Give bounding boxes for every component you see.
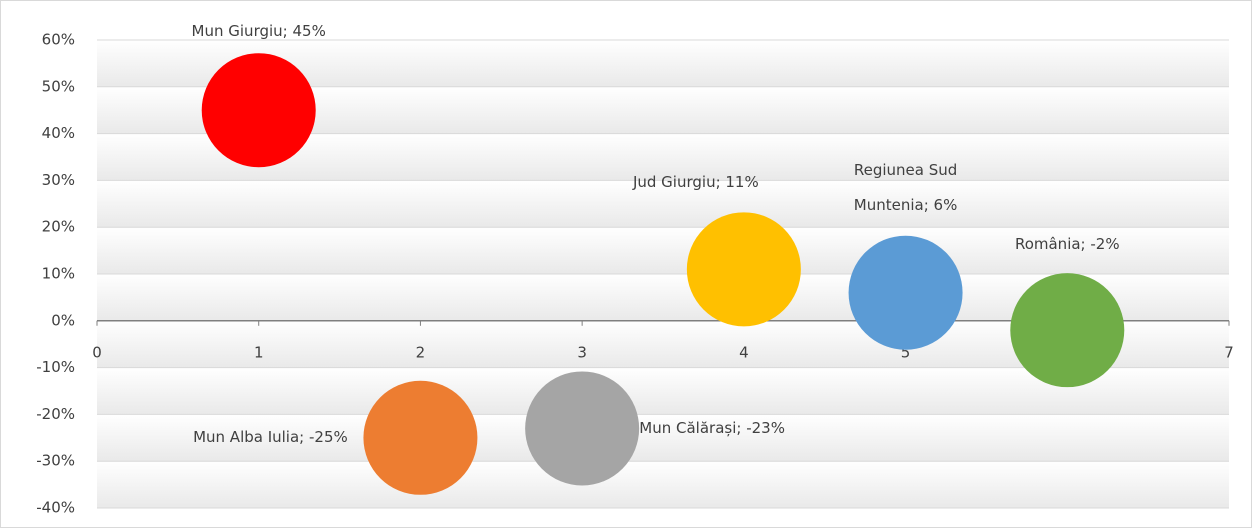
bubble xyxy=(363,380,478,495)
y-tick-label: -30% xyxy=(36,452,75,470)
x-tick-label: 5 xyxy=(901,343,911,361)
y-tick-label: 20% xyxy=(42,218,75,236)
y-tick-label: 60% xyxy=(42,31,75,49)
x-tick-label: 4 xyxy=(739,343,749,361)
y-tick-label: 40% xyxy=(42,124,75,142)
plot-band xyxy=(97,227,1229,274)
y-tick-label: 30% xyxy=(42,171,75,189)
x-tick-label: 1 xyxy=(254,343,264,361)
plot-band xyxy=(97,414,1229,462)
bubble xyxy=(1010,273,1125,388)
x-tick-label: 0 xyxy=(92,343,102,361)
data-label: Mun Giurgiu; 45% xyxy=(191,21,326,40)
y-tick-label: 50% xyxy=(42,77,75,95)
data-label: Mun Călărași; -23% xyxy=(639,418,785,437)
plot-band xyxy=(97,180,1229,228)
y-tick-label: 10% xyxy=(42,265,75,283)
bubble xyxy=(848,235,963,350)
x-tick-label: 2 xyxy=(416,343,426,361)
bubble xyxy=(686,212,801,327)
data-label: România; -2% xyxy=(1014,234,1120,253)
data-label: Mun Alba Iulia; -25% xyxy=(193,428,348,447)
data-label: Jud Giurgiu; 11% xyxy=(632,172,759,191)
y-tick-label: -20% xyxy=(36,405,75,423)
data-label: Regiunea Sud Muntenia; 6% xyxy=(853,160,958,214)
plot-band xyxy=(97,461,1229,508)
bubble xyxy=(525,371,640,486)
y-tick-label: -40% xyxy=(36,499,75,517)
x-tick-label: 3 xyxy=(577,343,587,361)
x-tick-label: 7 xyxy=(1224,343,1234,361)
y-tick-label: -10% xyxy=(36,358,75,376)
bubble xyxy=(201,53,316,168)
y-tick-label: 0% xyxy=(51,311,75,329)
